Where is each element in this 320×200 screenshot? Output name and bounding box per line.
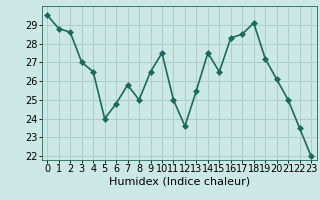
X-axis label: Humidex (Indice chaleur): Humidex (Indice chaleur) xyxy=(108,177,250,187)
